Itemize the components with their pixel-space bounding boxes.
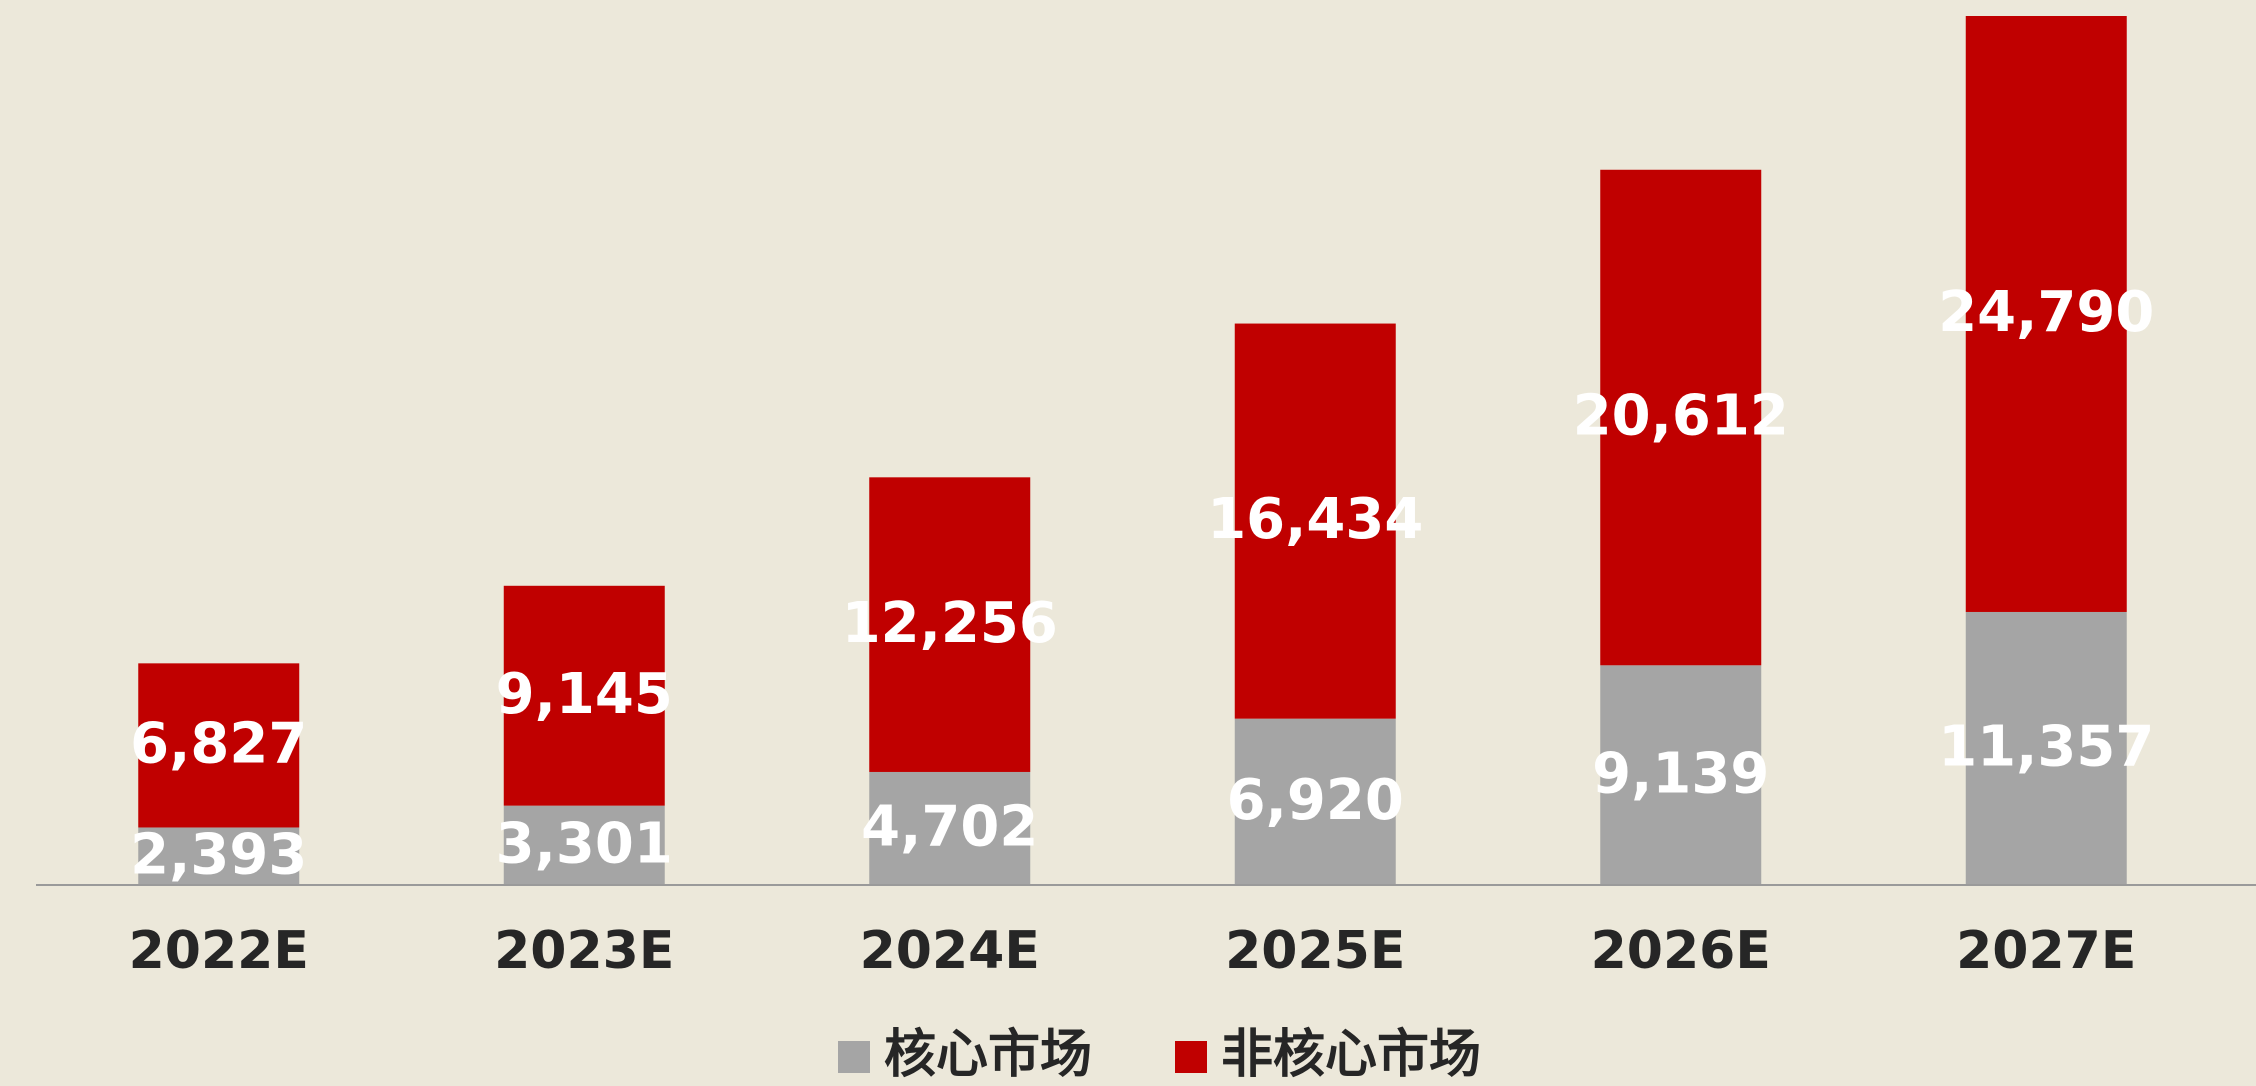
bar-segment <box>138 663 300 828</box>
bar-segment <box>1234 718 1396 885</box>
data-label: 24,790 <box>1938 280 2154 345</box>
data-label: 16,434 <box>1207 487 1423 552</box>
bar-segment <box>503 585 665 806</box>
data-label: 11,357 <box>1938 715 2154 780</box>
x-tick-label: 2025E <box>1225 921 1405 981</box>
bar-segment <box>869 771 1031 885</box>
data-label: 4,702 <box>861 795 1038 860</box>
data-label: 3,301 <box>496 811 673 876</box>
bar-segment <box>503 805 665 885</box>
x-tick-label: 2024E <box>860 921 1040 981</box>
bar-segment <box>1965 16 2127 612</box>
bar-segment <box>869 477 1031 772</box>
data-label: 20,612 <box>1573 384 1789 449</box>
x-tick-label: 2027E <box>1956 921 2136 981</box>
bar-segment <box>138 827 300 885</box>
data-label: 9,145 <box>496 662 673 727</box>
data-label: 6,920 <box>1227 768 1404 833</box>
legend-label: 非核心市场 <box>1221 1025 1481 1085</box>
bar-segment <box>1234 323 1396 719</box>
x-tick-label: 2026E <box>1591 921 1771 981</box>
legend-swatch <box>1175 1041 1207 1073</box>
bar-segment <box>1600 665 1762 885</box>
data-label: 6,827 <box>130 712 307 777</box>
legend-swatch <box>838 1041 870 1073</box>
x-tick-label: 2022E <box>129 921 309 981</box>
bar-segment <box>1600 169 1762 666</box>
bar-segment <box>1965 611 2127 885</box>
data-label: 9,139 <box>1592 741 1769 806</box>
x-tick-label: 2023E <box>494 921 674 981</box>
data-label: 2,393 <box>130 822 307 887</box>
data-label: 12,256 <box>842 591 1058 656</box>
legend-label: 核心市场 <box>884 1025 1092 1085</box>
